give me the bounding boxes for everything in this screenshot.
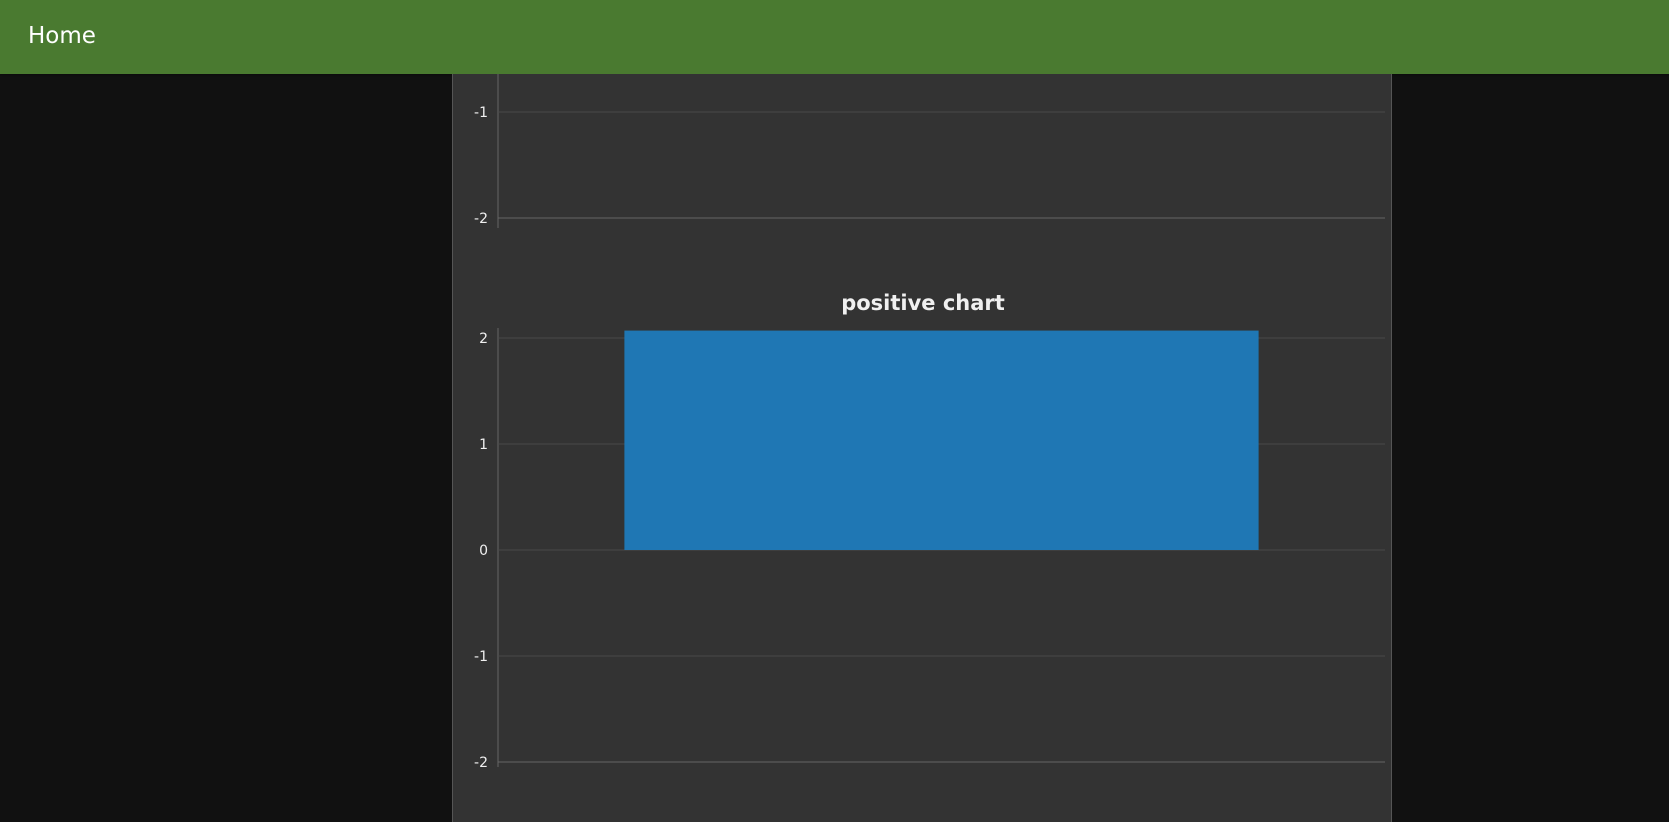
chart-panel: -1 -2 positive chart 2 1 0 -1 -2 bbox=[452, 74, 1392, 822]
top-app-bar: Home bbox=[0, 0, 1669, 74]
chart-2-bar[interactable] bbox=[624, 330, 1259, 550]
chart-1: -1 -2 bbox=[474, 74, 1385, 228]
chart-1-y-tick-label: -1 bbox=[474, 105, 488, 121]
chart-2-y-tick-label: 1 bbox=[479, 437, 488, 453]
chart-2-y-tick-label: -1 bbox=[474, 649, 488, 665]
chart-2-y-tick-label: -2 bbox=[474, 755, 488, 771]
chart-1-gridlines bbox=[498, 111, 1385, 219]
chart-1-y-ticks: -1 -2 bbox=[474, 105, 488, 227]
charts-canvas: -1 -2 positive chart 2 1 0 -1 -2 bbox=[474, 74, 1385, 771]
chart-2-title: positive chart bbox=[841, 291, 1005, 315]
chart-2-y-ticks: 2 1 0 -1 -2 bbox=[474, 331, 488, 771]
chart-2: positive chart 2 1 0 -1 -2 bbox=[474, 291, 1385, 771]
chart-2-bars bbox=[624, 330, 1259, 550]
chart-1-y-tick-label: -2 bbox=[474, 211, 488, 227]
page-title[interactable]: Home bbox=[28, 23, 96, 49]
chart-2-y-tick-label: 2 bbox=[479, 331, 488, 347]
chart-2-y-tick-label: 0 bbox=[479, 543, 488, 559]
